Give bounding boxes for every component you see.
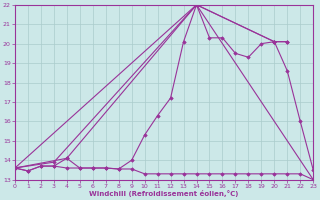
- X-axis label: Windchill (Refroidissement éolien,°C): Windchill (Refroidissement éolien,°C): [89, 190, 239, 197]
